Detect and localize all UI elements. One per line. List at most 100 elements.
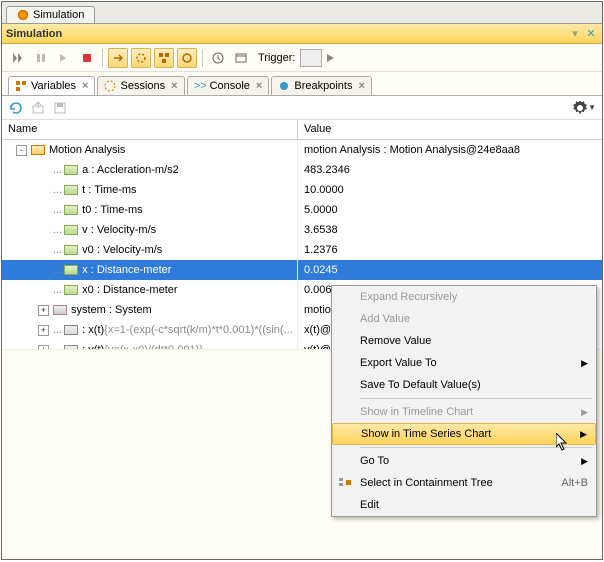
cog-icon [573,101,587,115]
trigger-go-icon[interactable] [326,52,336,64]
panel-header: Simulation ▾ ✕ [2,24,602,44]
node-icon [64,205,78,215]
menu-item-show-in-time-series-chart[interactable]: Show in Time Series Chart ▶ [332,423,596,445]
node-name: Motion Analysis [49,144,125,156]
table-row[interactable]: ...v : Velocity-m/s3.6538 [2,220,602,240]
expander-icon[interactable]: - [16,145,27,156]
minimize-icon[interactable]: ▾ [568,27,582,41]
menu-item-save-to-default-value-s-[interactable]: Save To Default Value(s) [332,374,596,396]
context-menu: Expand RecursivelyAdd ValueRemove ValueE… [331,285,597,517]
close-tab-icon[interactable]: × [256,80,262,92]
node-name: x : Distance-meter [82,264,171,276]
node-value: 0.0245 [298,264,602,276]
expander-icon[interactable]: + [38,325,49,336]
tree-icon[interactable] [154,48,174,68]
step-icon[interactable] [54,48,74,68]
step-into-icon[interactable] [108,48,128,68]
node-icon [64,225,78,235]
menu-shortcut: Alt+B [561,477,588,489]
table-row[interactable]: ...t0 : Time-ms5.0000 [2,200,602,220]
gear-icon [17,9,29,21]
menu-label: Show in Timeline Chart [360,406,473,418]
menu-label: Go To [360,455,389,467]
menu-item-show-in-timeline-chart: Show in Timeline Chart ▶ [332,401,596,423]
table-row[interactable]: ...v0 : Velocity-m/s1.2376 [2,240,602,260]
subtab-icon: >>. [194,80,206,92]
col-name[interactable]: Name [2,120,298,139]
subtab-variables[interactable]: Variables× [8,76,95,95]
menu-label: Show in Time Series Chart [361,428,491,440]
col-value[interactable]: Value [298,120,602,139]
menu-item-add-value: Add Value [332,308,596,330]
trigger-dropdown[interactable] [300,49,322,67]
node-name: t0 : Time-ms [82,204,143,216]
subtab-console[interactable]: >>.Console× [187,76,270,95]
table-row[interactable]: - Motion Analysis motion Analysis : Motion… [2,140,602,160]
menu-label: Select in Containment Tree [360,477,493,489]
menu-item-go-to[interactable]: Go To ▶ [332,450,596,472]
menu-item-export-value-to[interactable]: Export Value To▶ [332,352,596,374]
clock-icon[interactable] [208,48,228,68]
menu-item-edit[interactable]: Edit [332,494,596,516]
submenu-arrow-icon: ▶ [581,358,588,369]
node-icon [64,285,78,295]
node-icon [64,185,78,195]
node-icon [64,245,78,255]
play-icon[interactable] [8,48,28,68]
window-icon[interactable] [231,48,251,68]
node-icon [64,265,78,275]
menu-item-select-in-containment-tree[interactable]: Select in Containment Tree Alt+B [332,472,596,494]
close-tab-icon[interactable]: × [358,80,364,92]
sim-toolbar: Trigger: [2,44,602,72]
tree-header: Name Value [2,120,602,140]
node-value: motion Analysis : Motion Analysis@24e8aa… [298,144,602,156]
node-icon [53,305,67,315]
subtab-icon [278,80,290,92]
table-row[interactable]: ...a : Accleration-m/s2483.2346 [2,160,602,180]
node-name: a : Accleration-m/s2 [82,164,179,176]
refresh-icon[interactable] [8,100,24,116]
subtab-sessions[interactable]: Sessions× [97,76,184,95]
save-icon[interactable] [52,100,68,116]
pause-icon[interactable] [31,48,51,68]
node-name: v0 : Velocity-m/s [82,244,162,256]
stop-icon[interactable] [77,48,97,68]
node-icon [64,165,78,175]
export-icon[interactable] [30,100,46,116]
anim-icon[interactable] [131,48,151,68]
subtabs: Variables×Sessions×>>.Console×Breakpoint… [2,72,602,96]
node-name: x0 : Distance-meter [82,284,177,296]
trigger-control: Trigger: [258,49,336,67]
node-icon [31,145,45,155]
submenu-arrow-icon: ▶ [581,407,588,418]
node-name: system : System [71,304,152,316]
node-value: 483.2346 [298,164,602,176]
node-name: t : Time-ms [82,184,136,196]
menu-separator [360,398,592,399]
close-icon[interactable]: ✕ [584,27,598,41]
expander-icon[interactable]: + [38,305,49,316]
node-value: 10.0000 [298,184,602,196]
close-tab-icon[interactable]: × [171,80,177,92]
svg-text:>>.: >>. [194,80,206,92]
close-tab-icon[interactable]: × [82,80,88,92]
top-tab-simulation[interactable]: Simulation [6,6,95,23]
submenu-arrow-icon: ▶ [581,456,588,467]
table-row[interactable]: ...x : Distance-meter0.0245 [2,260,602,280]
menu-item-remove-value[interactable]: Remove Value [332,330,596,352]
table-row[interactable]: ...t : Time-ms10.0000 [2,180,602,200]
tree-select-icon [338,476,352,490]
node-value: 5.0000 [298,204,602,216]
options-dropdown[interactable]: ▼ [573,101,596,115]
loop-icon[interactable] [177,48,197,68]
subtab-breakpoints[interactable]: Breakpoints× [271,76,372,95]
node-value: 1.2376 [298,244,602,256]
trigger-label: Trigger: [258,52,296,64]
menu-item-expand-recursively: Expand Recursively [332,286,596,308]
node-name: v : Velocity-m/s [82,224,156,236]
node-expr: {x=1-(exp(-c*sqrt(k/m)*t*0.001)*((sin(..… [104,324,293,336]
variables-toolbar: ▼ [2,96,602,120]
subtab-icon [104,80,116,92]
submenu-arrow-icon: ▶ [580,429,587,440]
node-icon [64,325,78,335]
